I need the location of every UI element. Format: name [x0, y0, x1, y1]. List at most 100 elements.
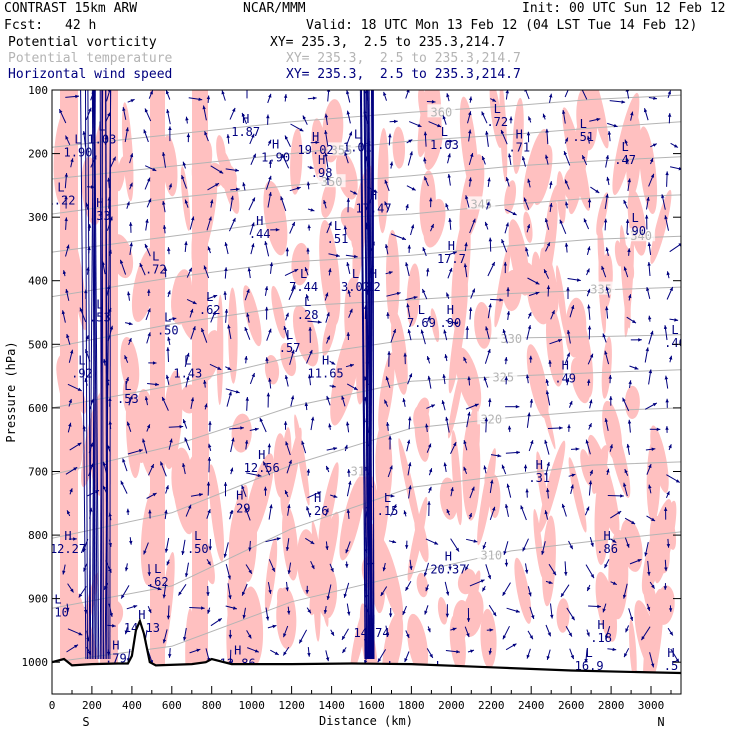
extremum-letter: H — [272, 138, 279, 152]
wind-arrow-head — [310, 416, 315, 421]
wind-arrow-head — [647, 242, 652, 247]
extremum-letter: H — [312, 130, 319, 144]
wind-arrow-head — [129, 395, 133, 400]
x-axis-label: Distance (km) — [319, 714, 413, 728]
wind-arrow-head — [482, 587, 486, 592]
pv-extremum-low: L1.01 — [343, 127, 372, 154]
extremum-value: .92 — [71, 367, 93, 381]
pv-extremum-low: L.72 — [486, 102, 508, 129]
extremum-letter: L — [78, 354, 85, 368]
wind-arrow-head — [126, 508, 130, 513]
extremum-value: 3.02 — [341, 280, 370, 294]
wind-arrow-head — [405, 262, 409, 267]
wind-arrow-head — [453, 442, 457, 447]
wind-arrow-head — [466, 633, 470, 638]
wind-arrow-head — [559, 219, 563, 224]
wind-arrow-head — [202, 105, 206, 110]
extremum-letter: H — [314, 491, 321, 505]
valid-time: Valid: 18 UTC Mon 13 Feb 12 (04 LST Tue … — [306, 18, 698, 33]
pv-extremum-low: L.50 — [157, 310, 179, 337]
extremum-value: 1.90 — [261, 151, 290, 165]
wind-arrow-head — [405, 586, 409, 591]
extremum-value: .29 — [229, 501, 251, 515]
wind-arrow-head — [264, 286, 269, 291]
wind-arrow-head — [223, 291, 227, 295]
extremum-letter: H — [234, 644, 241, 658]
wind-arrow-head — [146, 424, 151, 429]
x-end-label-south: S — [82, 715, 89, 729]
y-tick-label: 1000 — [22, 656, 49, 669]
extremum-letter: H — [236, 488, 243, 502]
wind-arrow-head — [622, 397, 626, 402]
extremum-letter: H — [96, 196, 103, 210]
wind-arrow-head — [227, 324, 231, 329]
wind-arrow-head — [168, 654, 172, 658]
wind-arrow-head — [623, 482, 627, 487]
wind-arrow-head — [306, 506, 310, 511]
wind-arrow-head — [268, 377, 272, 382]
pv-shade-blob — [377, 128, 389, 234]
wind-arrow-head — [566, 378, 570, 382]
wind-arrow-head — [284, 375, 289, 379]
extremum-letter: H — [516, 127, 523, 141]
extremum-value: 12 — [366, 280, 380, 294]
wind-arrow-head — [544, 218, 549, 223]
pv-shade-blob — [489, 90, 503, 149]
wind-arrow-head — [404, 658, 408, 663]
extremum-letter: L — [124, 379, 131, 393]
wind-arrow-head — [268, 93, 272, 98]
pv-shade-blob — [378, 352, 395, 434]
wind-arrow-head — [181, 551, 185, 555]
wind-arrow-head — [505, 90, 509, 94]
wind-arrow-head — [241, 112, 245, 117]
wind-arrow-head — [472, 218, 476, 223]
extremum-value: .62 — [199, 303, 221, 317]
pv-shade-blob — [601, 336, 612, 399]
wind-arrow-head — [198, 97, 203, 101]
extremum-letter: H — [370, 267, 377, 281]
extremum-letter: H — [447, 303, 454, 317]
wind-arrow-head — [549, 93, 553, 98]
wind-arrow-head — [546, 242, 550, 247]
wind-arrow-head — [420, 329, 424, 334]
wind-arrow-head — [409, 151, 413, 156]
wind-arrow-head — [455, 547, 459, 552]
wind-arrow-head — [120, 259, 124, 264]
wind-arrow-head — [280, 196, 284, 201]
pv-extremum-low: L.92 — [71, 354, 93, 381]
wind-arrow-head — [344, 444, 348, 449]
center-label: NCAR/MMM — [243, 1, 306, 16]
wind-arrow-head — [142, 438, 146, 443]
wind-arrow-head — [343, 593, 347, 598]
wind-arrow-head — [246, 312, 250, 317]
theta-label-bg — [317, 174, 346, 188]
pv-extremum-low: L1.03 — [430, 125, 459, 152]
pv-shade-blob — [539, 201, 558, 302]
wind-arrow-head — [675, 479, 680, 483]
wind-arrow-head — [304, 267, 308, 272]
wind-arrow-head — [487, 575, 492, 580]
theta-label-bg — [327, 142, 356, 156]
wind-arrow-head — [422, 247, 426, 252]
wind-arrow-head — [589, 353, 594, 358]
wind-arrow-head — [407, 244, 411, 249]
wind-arrow-head — [587, 198, 592, 203]
pv-shade-blob — [321, 179, 336, 218]
wind-arrow-head — [386, 422, 390, 426]
wind-arrow-head — [568, 632, 572, 637]
wind-arrow-head — [569, 545, 573, 550]
extremum-letter: L — [621, 140, 628, 154]
extremum-letter: L — [494, 102, 501, 116]
wind-arrow-head — [571, 473, 576, 477]
pv-shade-blob — [480, 608, 497, 669]
y-tick-label: 300 — [28, 211, 48, 224]
wind-arrow-head — [628, 294, 632, 299]
wind-arrow-head — [606, 468, 610, 473]
wind-arrow-head — [500, 129, 505, 134]
wind-arrow-head — [506, 483, 510, 488]
wind-arrow-head — [73, 467, 78, 471]
extremum-value: .98 — [311, 166, 333, 180]
pv-extremum-low: L.47 — [614, 140, 636, 167]
extremum-value: .46 — [664, 336, 686, 350]
wind-arrow-head — [504, 562, 509, 567]
